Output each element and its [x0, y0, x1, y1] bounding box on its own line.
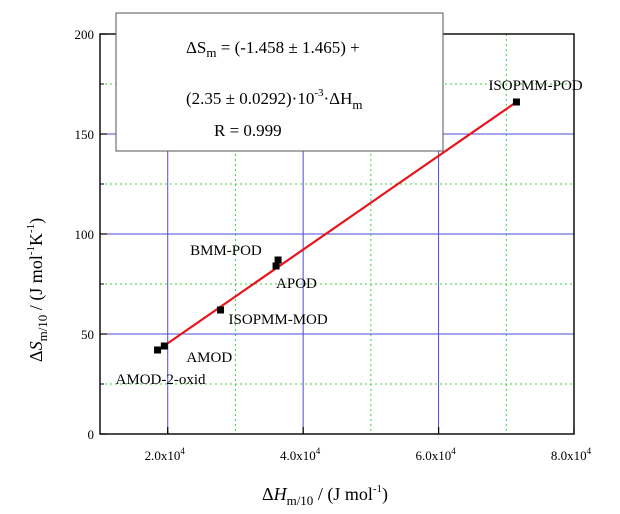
equation-line-3: R = 0.999 — [214, 121, 282, 140]
equation-line-2: (2.35 ± 0.0292)·10-3·ΔHm — [186, 87, 363, 112]
x-axis-title: ΔHm/10 / (J mol-1) — [262, 483, 388, 508]
point-label: BMM-POD — [190, 243, 262, 259]
point-label: ISOPMM-POD — [488, 78, 582, 94]
y-tick-label: 150 — [75, 127, 95, 142]
y-axis-title: ΔSm/10 / (J mol-1K-1) — [25, 218, 50, 362]
x-tick-label: 6.0x104 — [415, 446, 456, 463]
axis-ticks — [100, 33, 575, 435]
equation-box: ΔSm = (-1.458 ± 1.465) + (2.35 ± 0.0292)… — [115, 12, 444, 152]
x-tick-label: 8.0x104 — [551, 446, 592, 463]
data-point — [512, 98, 520, 106]
data-point — [274, 256, 282, 264]
equation-frame — [115, 12, 444, 152]
point-label: AMOD — [186, 350, 232, 366]
point-label: ISOPMM-MOD — [229, 312, 328, 328]
y-tick-labels: 0 50 100 150 200 — [75, 27, 95, 442]
data-point — [272, 262, 280, 270]
x-tick-labels: 2.0x104 4.0x104 6.0x104 8.0x104 — [145, 446, 592, 463]
data-point — [154, 346, 162, 354]
x-tick-label: 2.0x104 — [145, 446, 186, 463]
x-tick-label: 4.0x104 — [280, 446, 321, 463]
y-tick-label: 200 — [75, 27, 95, 42]
point-label: APOD — [276, 276, 317, 292]
equation-line-1: ΔSm = (-1.458 ± 1.465) + — [186, 38, 360, 60]
y-tick-label: 100 — [75, 227, 95, 242]
y-tick-label: 50 — [81, 327, 94, 342]
y-tick-label: 0 — [88, 427, 95, 442]
data-point — [217, 306, 225, 314]
data-point — [160, 342, 168, 350]
data-points: AMOD-2-oxid AMOD ISOPMM-MOD APOD BMM-POD ISOP… — [116, 78, 583, 388]
point-label: AMOD-2-oxid — [116, 372, 206, 388]
